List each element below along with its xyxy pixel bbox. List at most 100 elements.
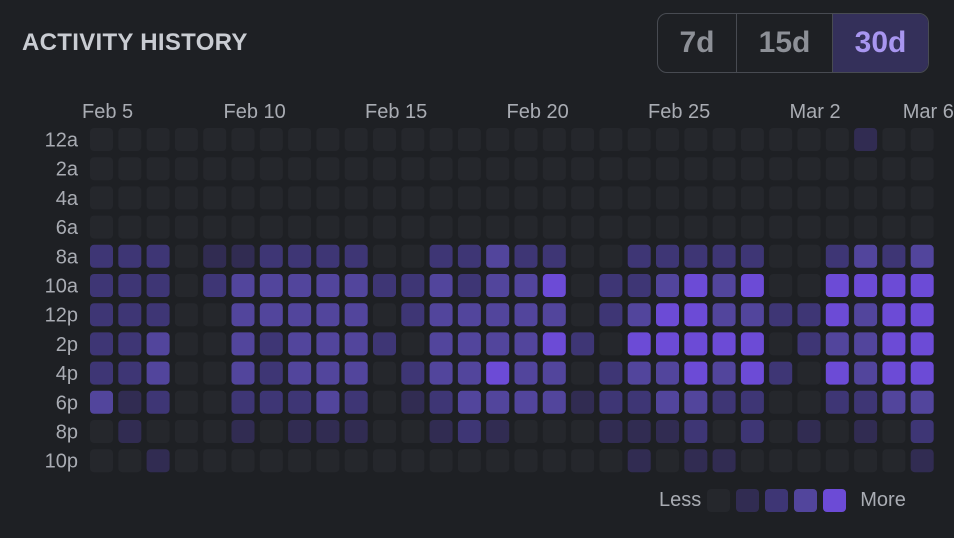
heatmap-cell[interactable] [514, 303, 538, 327]
heatmap-cell[interactable] [231, 390, 255, 414]
heatmap-cell[interactable] [542, 215, 566, 239]
heatmap-cell[interactable] [373, 186, 396, 210]
heatmap-cell[interactable] [854, 420, 878, 443]
heatmap-cell[interactable] [288, 420, 312, 443]
heatmap-cell[interactable] [118, 361, 142, 385]
heatmap-cell[interactable] [627, 128, 651, 151]
heatmap-cell[interactable] [769, 361, 793, 385]
heatmap-cell[interactable] [571, 390, 595, 414]
heatmap-cell[interactable] [231, 449, 255, 473]
heatmap-cell[interactable] [231, 215, 255, 239]
heatmap-cell[interactable] [457, 215, 481, 239]
heatmap-cell[interactable] [825, 274, 849, 297]
heatmap-cell[interactable] [118, 244, 142, 268]
heatmap-cell[interactable] [656, 244, 679, 268]
heatmap-cell[interactable] [882, 332, 906, 356]
heatmap-cell[interactable] [854, 332, 878, 356]
heatmap-cell[interactable] [373, 128, 396, 151]
heatmap-cell[interactable] [344, 390, 368, 414]
heatmap-cell[interactable] [740, 361, 764, 385]
heatmap-cell[interactable] [571, 303, 595, 327]
heatmap-cell[interactable] [740, 420, 764, 443]
heatmap-cell[interactable] [825, 420, 849, 443]
heatmap-cell[interactable] [373, 244, 396, 268]
heatmap-cell[interactable] [457, 157, 481, 181]
heatmap-cell[interactable] [712, 215, 736, 239]
heatmap-cell[interactable] [797, 274, 821, 297]
heatmap-cell[interactable] [910, 420, 934, 443]
heatmap-cell[interactable] [174, 449, 198, 473]
heatmap-cell[interactable] [457, 244, 481, 268]
heatmap-cell[interactable] [146, 390, 170, 414]
heatmap-cell[interactable] [825, 186, 849, 210]
heatmap-cell[interactable] [316, 449, 340, 473]
heatmap-cell[interactable] [259, 244, 283, 268]
heatmap-cell[interactable] [514, 390, 538, 414]
heatmap-cell[interactable] [316, 128, 340, 151]
heatmap-cell[interactable] [825, 361, 849, 385]
heatmap-cell[interactable] [344, 157, 368, 181]
heatmap-cell[interactable] [401, 390, 425, 414]
heatmap-cell[interactable] [599, 420, 623, 443]
heatmap-cell[interactable] [740, 215, 764, 239]
heatmap-cell[interactable] [797, 244, 821, 268]
heatmap-cell[interactable] [514, 215, 538, 239]
heatmap-cell[interactable] [316, 303, 340, 327]
heatmap-cell[interactable] [429, 332, 453, 356]
heatmap-cell[interactable] [542, 186, 566, 210]
heatmap-cell[interactable] [542, 128, 566, 151]
heatmap-cell[interactable] [457, 186, 481, 210]
heatmap-cell[interactable] [344, 128, 368, 151]
heatmap-cell[interactable] [882, 128, 906, 151]
heatmap-cell[interactable] [429, 215, 453, 239]
heatmap-cell[interactable] [712, 361, 736, 385]
heatmap-cell[interactable] [740, 157, 764, 181]
heatmap-cell[interactable] [740, 274, 764, 297]
heatmap-cell[interactable] [656, 420, 679, 443]
heatmap-cell[interactable] [118, 390, 142, 414]
heatmap-cell[interactable] [599, 244, 623, 268]
heatmap-cell[interactable] [627, 215, 651, 239]
heatmap-cell[interactable] [146, 157, 170, 181]
heatmap-cell[interactable] [457, 361, 481, 385]
heatmap-cell[interactable] [910, 157, 934, 181]
heatmap-cell[interactable] [401, 274, 425, 297]
heatmap-cell[interactable] [514, 186, 538, 210]
heatmap-cell[interactable] [174, 244, 198, 268]
heatmap-cell[interactable] [344, 332, 368, 356]
heatmap-cell[interactable] [854, 449, 878, 473]
heatmap-cell[interactable] [90, 390, 113, 414]
heatmap-cell[interactable] [373, 332, 396, 356]
heatmap-cell[interactable] [373, 449, 396, 473]
heatmap-cell[interactable] [656, 449, 679, 473]
heatmap-cell[interactable] [288, 128, 312, 151]
heatmap-cell[interactable] [146, 128, 170, 151]
heatmap-cell[interactable] [571, 215, 595, 239]
heatmap-cell[interactable] [740, 390, 764, 414]
heatmap-cell[interactable] [599, 449, 623, 473]
heatmap-cell[interactable] [712, 186, 736, 210]
heatmap-cell[interactable] [203, 420, 227, 443]
heatmap-cell[interactable] [288, 157, 312, 181]
heatmap-cell[interactable] [118, 332, 142, 356]
heatmap-cell[interactable] [910, 449, 934, 473]
heatmap-cell[interactable] [486, 274, 510, 297]
heatmap-cell[interactable] [825, 449, 849, 473]
heatmap-cell[interactable] [174, 420, 198, 443]
heatmap-cell[interactable] [571, 157, 595, 181]
heatmap-cell[interactable] [769, 244, 793, 268]
heatmap-cell[interactable] [684, 157, 708, 181]
heatmap-cell[interactable] [174, 332, 198, 356]
heatmap-cell[interactable] [90, 128, 113, 151]
heatmap-cell[interactable] [854, 361, 878, 385]
heatmap-cell[interactable] [429, 157, 453, 181]
heatmap-cell[interactable] [514, 361, 538, 385]
heatmap-cell[interactable] [599, 157, 623, 181]
heatmap-cell[interactable] [740, 186, 764, 210]
heatmap-cell[interactable] [627, 186, 651, 210]
heatmap-cell[interactable] [316, 157, 340, 181]
heatmap-cell[interactable] [316, 244, 340, 268]
heatmap-cell[interactable] [910, 244, 934, 268]
heatmap-cell[interactable] [259, 157, 283, 181]
heatmap-cell[interactable] [514, 157, 538, 181]
